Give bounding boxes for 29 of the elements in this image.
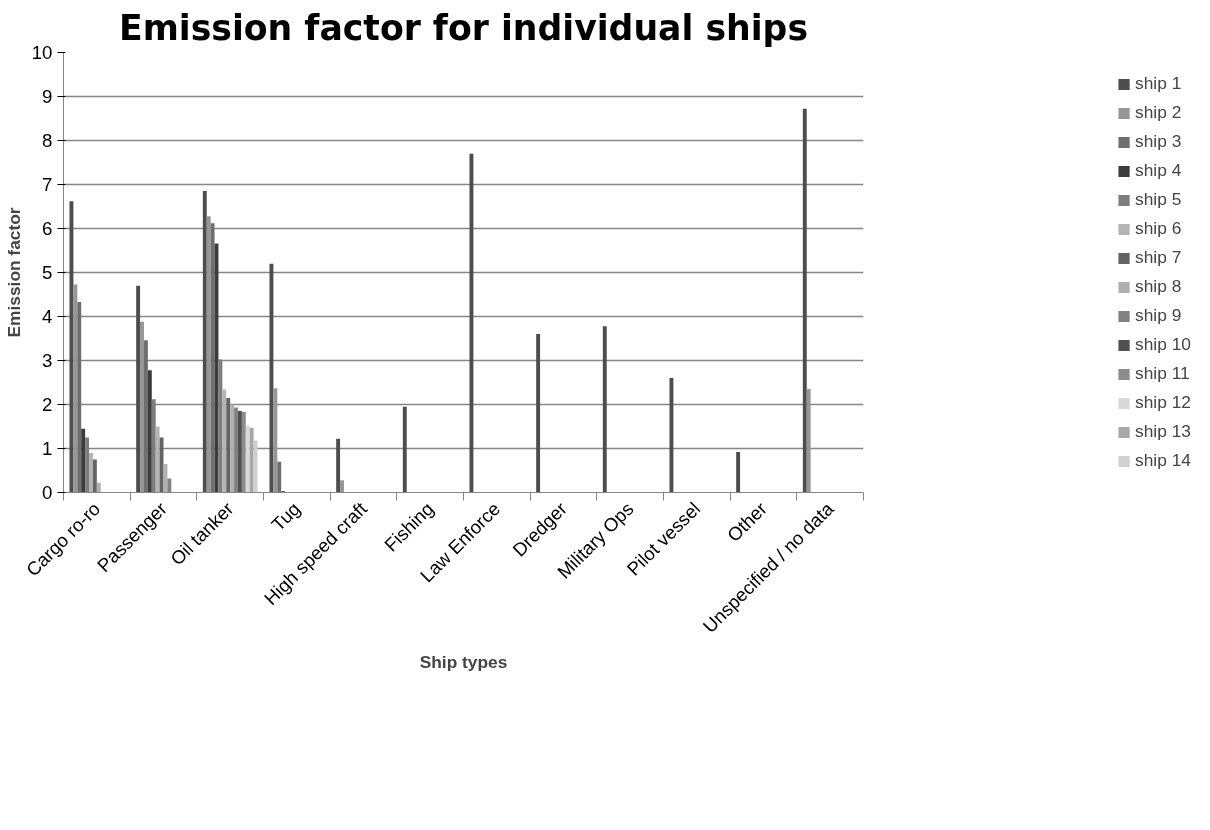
y-tick-label: 8 [42, 130, 53, 151]
legend-label: ship 9 [1135, 305, 1182, 326]
legend-label: ship 14 [1135, 450, 1191, 471]
legend-label: ship 1 [1135, 73, 1182, 94]
y-tick-label: 10 [31, 42, 53, 63]
legend-label: ship 7 [1135, 247, 1182, 268]
y-tick-label: 6 [42, 218, 53, 239]
legend-label: ship 6 [1135, 218, 1182, 239]
legend-label: ship 2 [1135, 102, 1182, 123]
x-tick-label: Tug [267, 498, 305, 536]
legend-label: ship 10 [1135, 334, 1191, 355]
y-axis-title: Emission factor [3, 207, 24, 338]
y-tick-label: 1 [42, 438, 53, 459]
y-tick-label: 2 [42, 394, 53, 415]
legend-label: ship 13 [1135, 421, 1191, 442]
legend-label: ship 4 [1135, 160, 1182, 181]
y-tick-label: 3 [42, 350, 53, 371]
y-tick-label: 7 [42, 174, 53, 195]
y-tick-label: 5 [42, 262, 53, 283]
y-tick-label: 4 [42, 306, 53, 327]
x-axis-title: Ship types [419, 652, 508, 673]
legend-label: ship 3 [1135, 131, 1182, 152]
legend-label: ship 12 [1135, 392, 1191, 413]
legend-label: ship 8 [1135, 276, 1182, 297]
chart-title: Emission factor for individual ships [118, 7, 809, 48]
legend-label: ship 11 [1135, 363, 1190, 384]
y-tick-label: 9 [42, 86, 53, 107]
y-tick-label: 0 [42, 482, 53, 503]
legend-label: ship 5 [1135, 189, 1182, 210]
